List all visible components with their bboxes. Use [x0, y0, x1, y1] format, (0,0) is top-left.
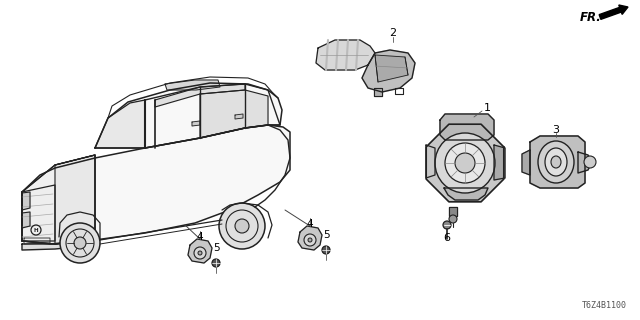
Polygon shape — [22, 185, 55, 241]
Polygon shape — [440, 114, 494, 140]
Polygon shape — [22, 155, 95, 244]
Circle shape — [308, 238, 312, 242]
Ellipse shape — [538, 141, 574, 183]
Polygon shape — [155, 84, 245, 107]
Polygon shape — [426, 124, 504, 202]
Polygon shape — [188, 239, 212, 263]
Text: 4: 4 — [196, 232, 204, 242]
Circle shape — [443, 221, 451, 229]
Circle shape — [74, 237, 86, 249]
Polygon shape — [192, 121, 200, 126]
Polygon shape — [522, 150, 530, 175]
Text: T6Z4B1100: T6Z4B1100 — [582, 301, 627, 310]
Circle shape — [584, 156, 596, 168]
Polygon shape — [449, 207, 457, 216]
Polygon shape — [374, 88, 382, 96]
Polygon shape — [95, 83, 282, 148]
Polygon shape — [235, 114, 243, 119]
Polygon shape — [165, 80, 220, 90]
Circle shape — [235, 219, 249, 233]
Ellipse shape — [551, 156, 561, 168]
Circle shape — [219, 203, 265, 249]
Text: FR.: FR. — [580, 11, 602, 23]
Polygon shape — [444, 188, 488, 200]
Circle shape — [455, 153, 475, 173]
Text: H: H — [34, 228, 38, 233]
Polygon shape — [22, 192, 30, 210]
Polygon shape — [22, 125, 290, 244]
Circle shape — [449, 215, 457, 223]
FancyArrow shape — [599, 5, 628, 19]
Polygon shape — [95, 100, 145, 148]
Polygon shape — [200, 90, 268, 138]
Text: 5: 5 — [212, 243, 220, 253]
Text: 5: 5 — [323, 230, 330, 240]
Text: 1: 1 — [483, 103, 490, 113]
Text: 6: 6 — [444, 233, 451, 243]
Polygon shape — [578, 152, 592, 173]
Polygon shape — [530, 136, 585, 188]
Circle shape — [304, 234, 316, 246]
Polygon shape — [494, 145, 505, 180]
Polygon shape — [316, 40, 375, 70]
Polygon shape — [375, 55, 408, 82]
Polygon shape — [55, 155, 95, 244]
Text: 4: 4 — [307, 219, 314, 229]
Circle shape — [212, 259, 220, 267]
Circle shape — [445, 143, 485, 183]
Circle shape — [322, 246, 330, 254]
Polygon shape — [22, 212, 30, 228]
Text: 3: 3 — [552, 125, 559, 135]
Ellipse shape — [545, 148, 567, 176]
Polygon shape — [362, 50, 415, 92]
Circle shape — [198, 251, 202, 255]
Text: 2: 2 — [389, 28, 397, 38]
Polygon shape — [22, 240, 95, 250]
Circle shape — [60, 223, 100, 263]
Polygon shape — [298, 226, 322, 250]
Circle shape — [435, 133, 495, 193]
Circle shape — [194, 247, 206, 259]
